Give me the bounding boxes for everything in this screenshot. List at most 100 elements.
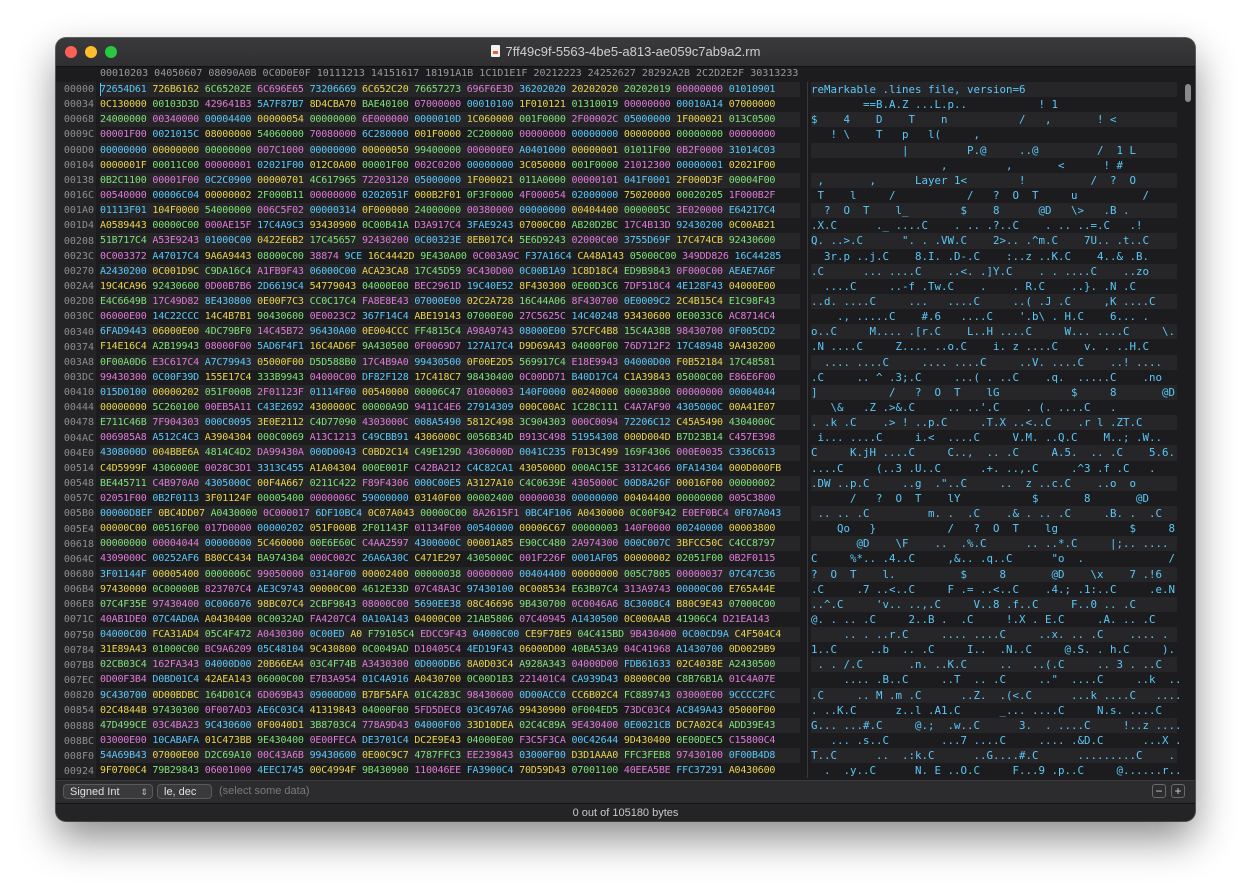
- hex-byte-group[interactable]: 6C65202E: [204, 84, 258, 95]
- hex-byte-group[interactable]: 4300000C: [414, 538, 467, 550]
- hex-byte-group[interactable]: A2430200: [100, 265, 153, 277]
- hex-byte-group[interactable]: 00240000: [571, 386, 624, 398]
- hex-byte-group[interactable]: 27C5625C: [519, 311, 572, 323]
- hex-byte-group[interactable]: 51954308: [571, 432, 624, 444]
- hex-byte-group[interactable]: 03140F00: [414, 492, 467, 504]
- hex-byte-group[interactable]: 9C430600: [204, 719, 258, 731]
- hex-byte-group[interactable]: 5C260100: [152, 401, 205, 413]
- hex-byte-group[interactable]: 72206C12: [623, 417, 677, 429]
- hex-byte-group[interactable]: AB20D2BC: [571, 220, 624, 232]
- hex-byte-group[interactable]: 0F007AD3: [204, 704, 258, 716]
- hex-byte-group[interactable]: 04000E00: [361, 280, 415, 292]
- hex-byte-group[interactable]: DA99430A: [257, 447, 310, 459]
- hex-byte-group[interactable]: 4DC79BF0: [204, 326, 258, 338]
- hex-byte-group[interactable]: 08000C00: [257, 250, 310, 262]
- hex-byte-group[interactable]: 00000A9D: [361, 401, 415, 413]
- hex-byte-group[interactable]: AE6C03C4: [257, 704, 310, 716]
- hex-byte-group[interactable]: 367F14C4: [361, 311, 415, 323]
- hex-row[interactable]: BE445711 C4B970A0 4305000C 00F4A667 0211…: [100, 475, 800, 491]
- hex-byte-group[interactable]: 16C4AD6F: [309, 341, 362, 353]
- hex-byte-group[interactable]: 017D0000: [204, 523, 258, 535]
- hex-byte-group[interactable]: 4305000C: [571, 477, 624, 489]
- hex-byte-group[interactable]: 1F010121: [519, 99, 572, 111]
- hex-byte-group[interactable]: 05000000: [623, 114, 677, 126]
- hex-byte-group[interactable]: C45A5490: [676, 417, 729, 429]
- hex-byte-group[interactable]: 8F430700: [571, 295, 624, 307]
- hex-byte-group[interactable]: 17C4B13D: [623, 220, 677, 232]
- hex-byte-group[interactable]: 00004400: [204, 114, 258, 126]
- hex-byte-group[interactable]: CE9F78E9: [524, 629, 578, 641]
- hex-byte-group[interactable]: C4D5999F: [100, 462, 153, 474]
- hex-byte-group[interactable]: 0C00B41A: [361, 220, 415, 232]
- hex-byte-group[interactable]: 9CCCC2FC: [728, 689, 776, 701]
- hex-byte-group[interactable]: A0430300: [257, 629, 310, 641]
- hex-byte-group[interactable]: CC6B02C4: [571, 689, 624, 701]
- hex-byte-group[interactable]: 006985A8: [100, 432, 153, 444]
- hex-byte-group[interactable]: 08000E00: [519, 326, 572, 338]
- hex-byte-group[interactable]: 0001AF05: [571, 553, 624, 565]
- hex-byte-group[interactable]: CA939D43: [571, 674, 624, 686]
- hex-byte-group[interactable]: 07001100: [571, 765, 624, 777]
- hex-byte-group[interactable]: 93430600: [623, 311, 677, 323]
- ascii-row[interactable]: ..^.C 'v.. ..,.C V..8 .f..C F..0 .. .C: [811, 596, 1177, 612]
- hex-byte-group[interactable]: A0430400: [204, 613, 258, 625]
- hex-byte-group[interactable]: 54000000: [204, 205, 258, 217]
- hex-byte-group[interactable]: C336C613: [728, 447, 776, 459]
- hex-byte-group[interactable]: A1430500: [571, 613, 624, 625]
- hex-byte-group[interactable]: 21AB5806: [466, 613, 520, 625]
- hex-byte-group[interactable]: E3C617C4: [152, 356, 205, 368]
- hex-byte-group[interactable]: 0F00B4D8: [728, 750, 776, 762]
- hex-byte-group[interactable]: 00000050: [361, 144, 415, 156]
- hex-byte-group[interactable]: 0BC4F106: [524, 507, 578, 519]
- hex-byte-group[interactable]: 93430900: [309, 220, 362, 232]
- hex-byte-group[interactable]: 3312C466: [623, 462, 677, 474]
- hex-byte-group[interactable]: 0C07A043: [367, 507, 421, 519]
- hex-byte-group[interactable]: 1F000B2F: [728, 189, 776, 201]
- hex-byte-group[interactable]: 1C28C111: [571, 401, 624, 413]
- hex-byte-group[interactable]: 004BBE6A: [152, 447, 205, 459]
- hex-row[interactable]: 04000C00 FCA31AD4 05C4F472 A0430300 0C00…: [100, 627, 800, 643]
- hex-byte-group[interactable]: 4305000D: [519, 462, 572, 474]
- hex-byte-group[interactable]: 03C4F74B: [309, 659, 362, 671]
- hex-byte-group[interactable]: 00000038: [414, 568, 467, 580]
- hex-byte-group[interactable]: 07000E00: [414, 295, 467, 307]
- hex-byte-group[interactable]: 4304000C: [728, 417, 776, 429]
- ascii-row[interactable]: C K.jH ....C C.., .. .C A.5. .. .C 5.6.: [811, 445, 1177, 461]
- hex-byte-group[interactable]: C4D77090: [309, 417, 362, 429]
- ascii-row[interactable]: 3r.p ..j.C 8.I. .D-.C :..z ..K.C 4..& .B…: [811, 249, 1150, 263]
- hex-byte-group[interactable]: E7B3A954: [309, 674, 362, 686]
- hex-byte-group[interactable]: A47017C4: [152, 250, 205, 262]
- hex-byte-group[interactable]: 0F0040D1: [257, 719, 310, 731]
- hex-byte-group[interactable]: 00C4994F: [309, 765, 362, 777]
- hex-byte-group[interactable]: 0C130000: [100, 99, 153, 111]
- hex-byte-group[interactable]: C1A39843: [623, 371, 677, 383]
- hex-byte-group[interactable]: 00004044: [152, 538, 205, 550]
- close-button[interactable]: [65, 46, 77, 58]
- hex-byte-group[interactable]: 0C00D1B3: [466, 674, 520, 686]
- hex-byte-group[interactable]: 0E0021CB: [623, 719, 677, 731]
- hex-byte-group[interactable]: 00000001: [204, 159, 258, 171]
- hex-byte-group[interactable]: 05000C00: [676, 371, 729, 383]
- hex-byte-group[interactable]: 4303000C: [361, 417, 415, 429]
- hex-byte-group[interactable]: 01C4A916: [361, 674, 415, 686]
- hex-byte-group[interactable]: 1F000021: [466, 174, 520, 186]
- hex-byte-group[interactable]: 0056B34D: [466, 432, 520, 444]
- hex-byte-group[interactable]: 4305000C: [676, 401, 729, 413]
- hex-byte-group[interactable]: A3430300: [361, 659, 415, 671]
- hex-byte-group[interactable]: 000E001F: [361, 462, 415, 474]
- hex-byte-group[interactable]: 0C001D9C: [152, 265, 205, 277]
- hex-byte-group[interactable]: 05000F00: [728, 704, 776, 716]
- ascii-row[interactable]: @D \F .. .%.C .. ..*.C |;.. ....: [811, 536, 1177, 552]
- hex-byte-group[interactable]: 00240000: [676, 523, 729, 535]
- hex-byte-group[interactable]: FFC37291: [676, 765, 729, 777]
- hex-byte-group[interactable]: 1F000021: [676, 114, 729, 126]
- hex-row[interactable]: 006985A8 A512C4C3 A3904304 000C0069 A13C…: [100, 430, 800, 445]
- hex-byte-group[interactable]: C4C82CA1: [466, 462, 520, 474]
- hex-byte-group[interactable]: 04000F00: [571, 341, 624, 353]
- hex-byte-group[interactable]: 06000D00: [519, 644, 572, 656]
- hex-byte-group[interactable]: 0000005C: [623, 205, 677, 217]
- ascii-column[interactable]: reMarkable .lines file, version=6 ==B.A.…: [811, 82, 1180, 778]
- hex-row[interactable]: 0B2C1100 00001F00 0C2C0900 00000701 4C61…: [100, 172, 800, 188]
- hex-byte-group[interactable]: 0C006076: [204, 598, 258, 610]
- hex-byte-group[interactable]: 02021F00: [257, 159, 310, 171]
